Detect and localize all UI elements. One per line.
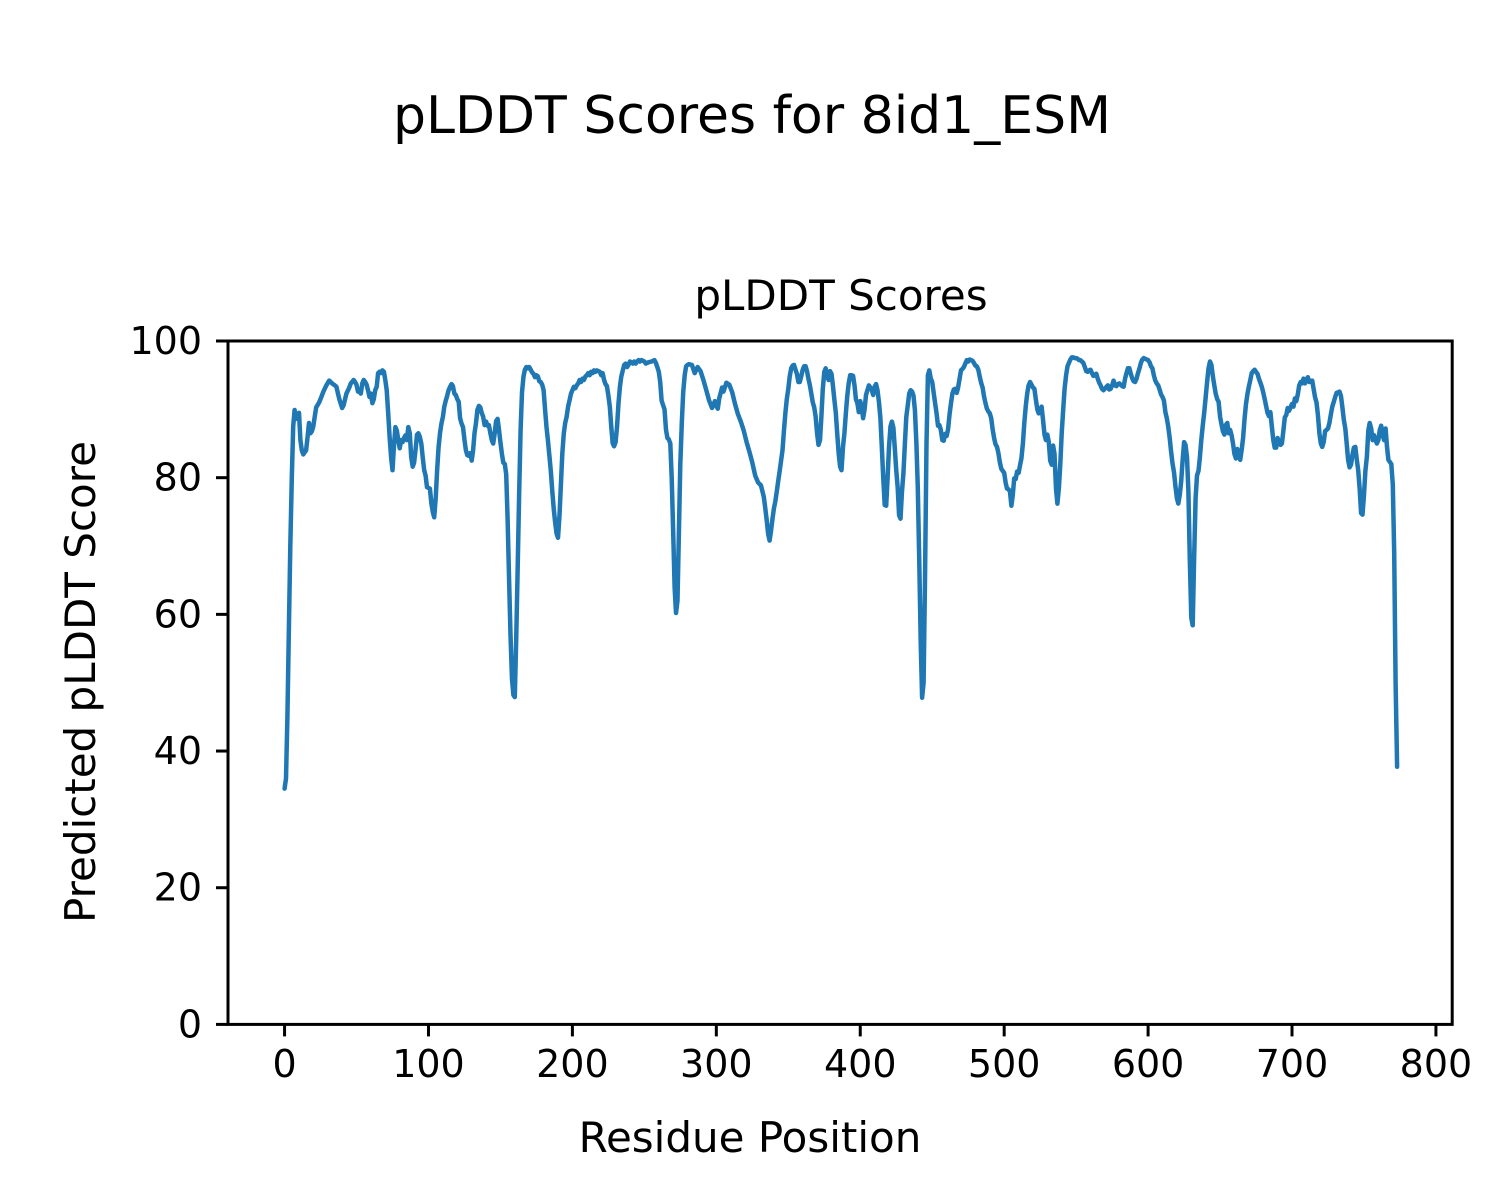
plddt-series-line	[282, 355, 1400, 791]
y-tick-label: 0	[178, 1002, 202, 1046]
x-tick-label: 100	[392, 1042, 465, 1086]
y-tick-label: 100	[129, 319, 202, 363]
y-tick-label: 80	[154, 456, 202, 500]
y-tick-label: 40	[154, 729, 202, 773]
x-tick-label: 200	[536, 1042, 609, 1086]
x-tick-label: 800	[1400, 1042, 1473, 1086]
y-tick-label: 20	[154, 866, 202, 910]
axes-title: pLDDT Scores	[694, 271, 987, 320]
y-tick-label: 60	[154, 592, 202, 636]
x-axis-label: Residue Position	[579, 1113, 922, 1162]
y-axis-label: Predicted pLDDT Score	[56, 441, 105, 923]
x-tick-label: 600	[1112, 1042, 1185, 1086]
axes-spines	[226, 339, 1454, 1026]
x-tick-label: 0	[272, 1042, 296, 1086]
plot-area: 0 100 200 300 400 500 600 700 800 0 20 40 60 80 100	[129, 319, 1472, 1086]
x-tick-label: 500	[968, 1042, 1041, 1086]
x-tick-label: 300	[680, 1042, 753, 1086]
figure-suptitle: pLDDT Scores for 8id1_ESM	[393, 86, 1111, 146]
x-tick-label: 700	[1256, 1042, 1329, 1086]
x-tick-label: 400	[824, 1042, 897, 1086]
